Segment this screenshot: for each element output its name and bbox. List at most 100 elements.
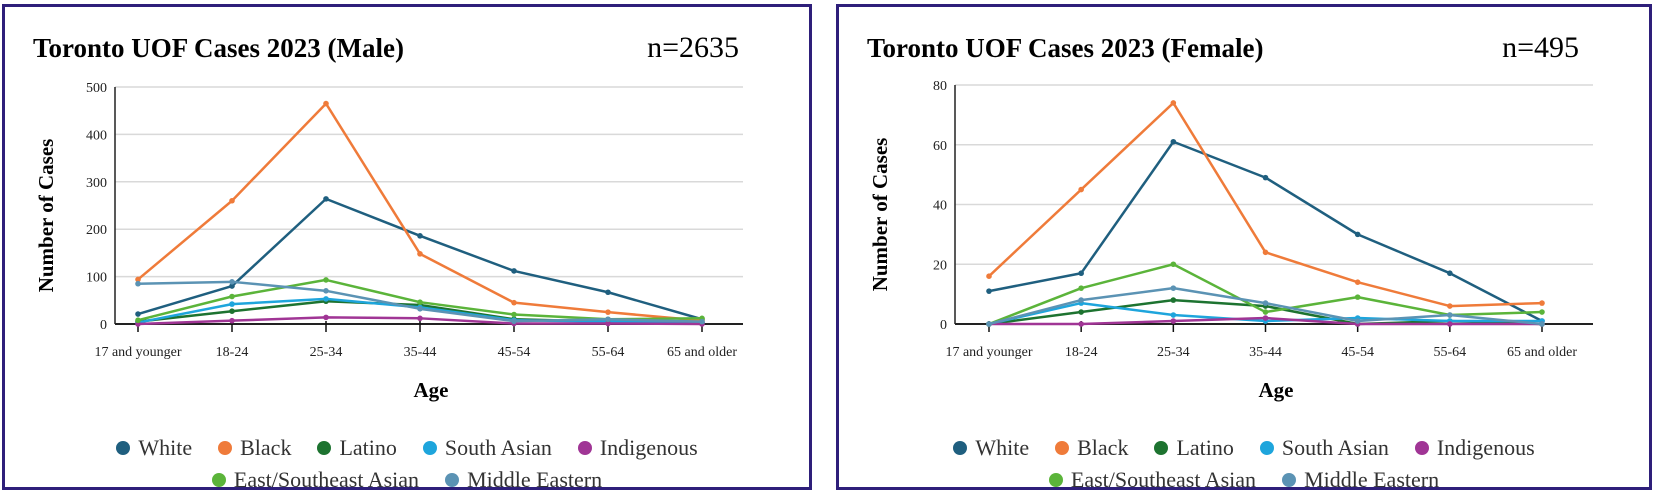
legend-row-2: East/Southeast Asian Middle Eastern — [5, 467, 809, 493]
data-point-indigenous — [1447, 321, 1453, 327]
legend-label: South Asian — [1281, 435, 1389, 460]
legend-marker-icon — [317, 441, 332, 455]
x-tick-label: 55-64 — [1433, 345, 1466, 360]
data-point-middle-eastern — [1078, 297, 1084, 303]
legend-label: Latino — [1176, 435, 1234, 460]
x-tick-label: 45-54 — [498, 345, 531, 360]
data-point-middle-eastern — [1539, 321, 1545, 327]
data-point-indigenous — [323, 314, 329, 321]
data-point-south-asian — [1170, 312, 1177, 318]
data-point-east-southeast-asian — [417, 299, 423, 305]
data-point-white — [1262, 174, 1269, 181]
data-point-east-southeast-asian — [1539, 309, 1545, 315]
legend-label: Black — [1077, 435, 1129, 460]
y-axis-title: Number of Cases — [868, 138, 892, 292]
legend-marker-icon — [577, 441, 592, 455]
y-tick-label: 400 — [86, 128, 107, 143]
data-point-middle-eastern — [1354, 318, 1361, 324]
legend-label: Middle Eastern — [1304, 467, 1440, 492]
y-tick-label: 0 — [940, 318, 947, 333]
legend-label: Latino — [339, 435, 397, 460]
data-point-middle-eastern — [699, 318, 705, 325]
legend-marker-icon — [1282, 473, 1297, 487]
legend-marker-icon — [218, 441, 233, 455]
legend-row-1: White Black Latino South Asian Indigenous — [839, 435, 1649, 461]
data-point-black — [1539, 300, 1545, 306]
legend-item-east-southeast-asian: East/Southeast Asian — [1048, 467, 1257, 493]
data-point-middle-eastern — [511, 318, 517, 324]
female-line-chart: 0 20 40 60 80 17 and younger 18-24 25-34 35-44 45… — [868, 79, 1593, 402]
x-tick-label: 45-54 — [1341, 345, 1374, 360]
legend-item-south-asian: South Asian — [1259, 435, 1389, 461]
y-tick-label: 20 — [933, 258, 947, 273]
data-point-white — [1170, 138, 1177, 145]
data-point-white — [511, 268, 517, 274]
chart-title: Toronto UOF Cases 2023 (Female) — [867, 33, 1264, 63]
data-point-east-southeast-asian — [1170, 261, 1177, 268]
x-axis-title: Age — [1259, 378, 1294, 402]
legend-item-indigenous: Indigenous — [1414, 435, 1535, 461]
x-tick-label: 35-44 — [1249, 345, 1282, 360]
y-tick-label: 500 — [86, 81, 107, 96]
legend-label: Indigenous — [1436, 435, 1535, 460]
data-point-east-southeast-asian — [323, 277, 329, 283]
data-point-black — [511, 299, 517, 306]
data-point-indigenous — [605, 320, 611, 327]
x-tick-label: 25-34 — [310, 345, 343, 360]
legend-label: Black — [240, 435, 292, 460]
data-point-white — [417, 233, 423, 239]
data-point-middle-eastern — [323, 288, 329, 294]
legend-item-indigenous: Indigenous — [577, 435, 698, 461]
legend-marker-icon — [953, 441, 968, 455]
x-tick-label: 18-24 — [1065, 345, 1098, 360]
data-point-east-southeast-asian — [1078, 285, 1084, 291]
data-point-south-asian — [229, 301, 235, 307]
legend-item-middle-eastern: Middle Eastern — [445, 467, 602, 493]
legend-item-middle-eastern: Middle Eastern — [1282, 467, 1439, 493]
x-tick-label: 17 and younger — [945, 345, 1032, 360]
legend-item-black: Black — [218, 435, 291, 461]
data-point-indigenous — [1078, 321, 1084, 327]
x-tick-label: 25-34 — [1157, 345, 1190, 360]
legend-label: White — [138, 435, 193, 460]
x-tick-label: 35-44 — [404, 345, 437, 360]
data-point-black — [1354, 279, 1361, 285]
data-point-latino — [229, 308, 235, 315]
legend-label: East/Southeast Asian — [233, 467, 420, 492]
data-point-south-asian — [323, 296, 329, 302]
legend-label: White — [975, 435, 1030, 460]
sample-size-annotation: n=495 — [1502, 31, 1579, 64]
y-axis-title: Number of Cases — [34, 139, 58, 293]
data-point-black — [135, 276, 141, 283]
data-point-middle-eastern — [1447, 312, 1453, 318]
legend-marker-icon — [422, 441, 437, 455]
legend-marker-icon — [1048, 473, 1063, 487]
data-point-indigenous — [229, 317, 235, 324]
data-point-middle-eastern — [135, 280, 141, 287]
legend-row-1: White Black Latino South Asian Indigenous — [5, 435, 809, 461]
data-point-black — [1170, 100, 1177, 106]
data-point-black — [1078, 186, 1084, 193]
data-point-east-southeast-asian — [1262, 309, 1269, 315]
data-point-indigenous — [1170, 318, 1177, 324]
legend-marker-icon — [1154, 441, 1169, 455]
legend-label: Indigenous — [599, 435, 698, 460]
y-tick-label: 200 — [86, 223, 107, 238]
data-point-latino — [1170, 297, 1177, 303]
x-tick-label: 17 and younger — [94, 345, 181, 360]
legend-label: East/Southeast Asian — [1070, 467, 1257, 492]
legend-label: Middle Eastern — [467, 467, 603, 492]
legend-item-white: White — [953, 435, 1029, 461]
data-point-middle-eastern — [229, 279, 235, 285]
y-tick-label: 60 — [933, 139, 947, 154]
data-point-middle-eastern — [605, 316, 611, 323]
data-point-white — [605, 289, 611, 296]
data-point-black — [1447, 303, 1453, 309]
y-tick-label: 0 — [100, 318, 107, 333]
data-point-white — [135, 311, 141, 317]
y-tick-label: 40 — [933, 199, 947, 214]
data-point-middle-eastern — [986, 321, 992, 327]
legend-marker-icon — [445, 473, 460, 487]
data-point-east-southeast-asian — [511, 311, 517, 318]
data-point-latino — [1078, 309, 1084, 315]
